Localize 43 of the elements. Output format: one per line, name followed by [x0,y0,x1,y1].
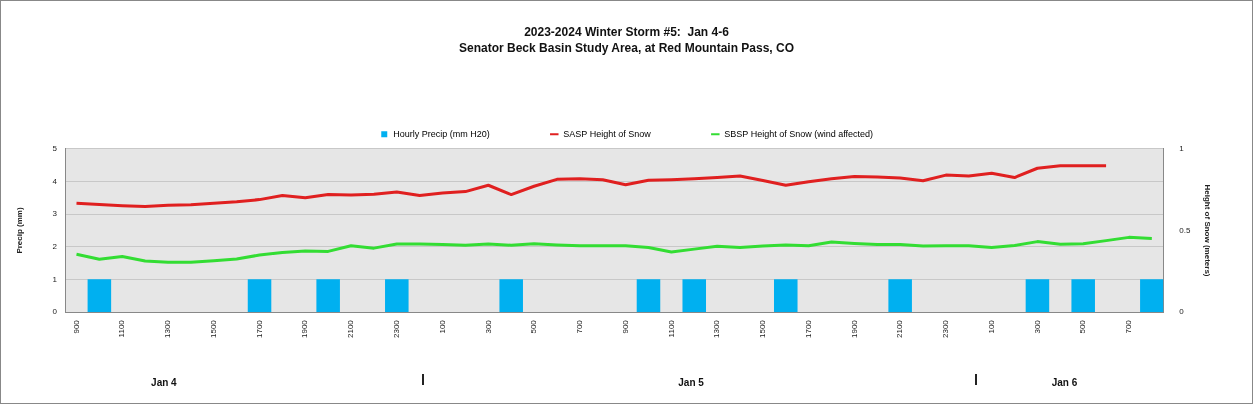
x-tick-label: 1700 [803,319,813,338]
x-tick-label: 1700 [254,319,264,338]
x-tick-label: 300 [483,319,493,334]
x-tick-label: 1900 [300,319,310,338]
chart-subtitle: Senator Beck Basin Study Area, at Red Mountain Pass, CO [459,40,794,55]
y2-tick-label: 0 [1179,307,1185,317]
x-tick-label: 2100 [895,319,905,338]
chart-title: 2023-2024 Winter Storm #5: Jan 4-6 [524,24,730,39]
x-tick-label: 2100 [346,319,356,338]
x-tick-label: 2300 [392,319,402,338]
x-tick-label: 700 [1124,319,1134,334]
x-tick-label: 1900 [849,319,859,338]
text: Jan 5 [678,376,705,388]
x-tick-label: 900 [71,319,81,334]
x-tick-label: 1100 [666,319,676,338]
x-tick-label: 1500 [208,319,218,338]
y-tick-label: 2 [52,242,58,252]
x-tick-label: 100 [986,319,996,334]
legend-label: SBSP Height of Snow (wind affected) [724,128,874,139]
y-tick-label: 3 [52,209,58,219]
text: Jan 6 [1051,376,1078,388]
y-tick-label: 5 [52,144,58,153]
y-tick-label: 1 [52,274,58,284]
legend-label: SASP Height of Snow [563,128,652,139]
x-tick-label: 1300 [163,319,173,338]
y2-tick-label: 0.5 [1179,225,1191,235]
y2-axis-title: Height of Snow (meters) [1203,184,1212,277]
x-tick-label: 700 [575,319,585,334]
y-axis-title: Precip (mm) [15,207,24,254]
text: Jan 4 [151,376,178,388]
legend-label: Hourly Precip (mm H20) [393,128,490,139]
x-tick-label: 1500 [758,319,768,338]
y2-tick-label: 1 [1179,144,1185,153]
y-tick-label: 0 [52,307,58,317]
x-tick-label: 1100 [117,319,127,338]
y-tick-label: 4 [52,176,58,186]
x-tick-label: 1300 [712,319,722,338]
x-tick-label: 100 [437,319,447,334]
x-tick-label: 500 [529,319,539,334]
x-tick-label: 2300 [941,319,951,338]
x-tick-label: 500 [1078,319,1088,334]
x-tick-label: 300 [1032,319,1042,334]
x-tick-label: 900 [620,319,630,334]
